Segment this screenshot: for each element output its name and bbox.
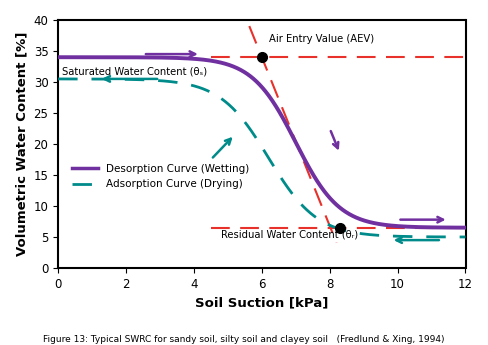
Text: Figure 13: Typical SWRC for sandy soil, silty soil and clayey soil   (Fredlund &: Figure 13: Typical SWRC for sandy soil, … bbox=[43, 335, 445, 344]
X-axis label: Soil Suction [kPa]: Soil Suction [kPa] bbox=[195, 296, 328, 309]
Text: Saturated Water Content (θₛ): Saturated Water Content (θₛ) bbox=[61, 67, 207, 77]
Legend: Desorption Curve (Wetting), Adsorption Curve (Drying): Desorption Curve (Wetting), Adsorption C… bbox=[67, 160, 253, 193]
Text: Residual Water Content (θᵣ): Residual Water Content (θᵣ) bbox=[221, 229, 358, 239]
Y-axis label: Volumetric Water Content [%]: Volumetric Water Content [%] bbox=[15, 32, 28, 256]
Text: Air Entry Value (AEV): Air Entry Value (AEV) bbox=[268, 34, 374, 44]
